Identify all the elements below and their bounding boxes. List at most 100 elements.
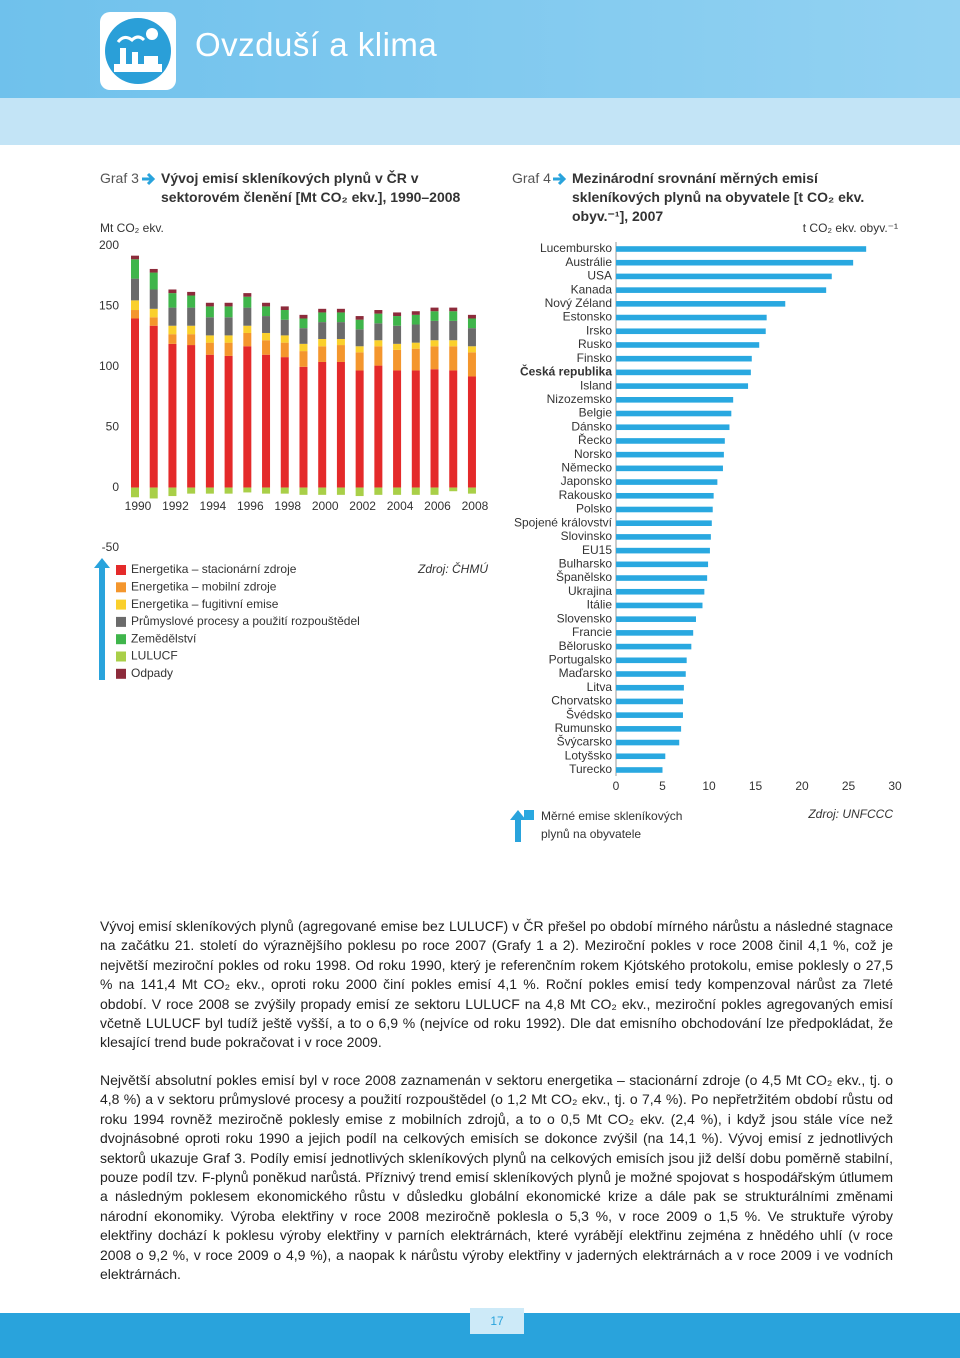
category-label: Slovensko bbox=[557, 611, 613, 625]
bar bbox=[616, 424, 730, 431]
bar-segment bbox=[280, 319, 289, 336]
category-label: Maďarsko bbox=[559, 666, 613, 680]
bar-segment bbox=[449, 340, 458, 347]
category-label: Rakousko bbox=[559, 488, 613, 502]
x-axis-label: t CO₂ ekv. obyv.⁻¹ bbox=[803, 221, 898, 235]
bar bbox=[616, 630, 694, 636]
category-label: Slovinsko bbox=[561, 529, 613, 543]
bar-segment bbox=[149, 268, 158, 273]
bar-segment bbox=[336, 487, 345, 495]
bar-segment bbox=[224, 317, 233, 336]
bar bbox=[616, 684, 684, 691]
category-label: Ukrajina bbox=[568, 584, 612, 598]
bar-segment bbox=[336, 312, 345, 323]
bar-segment bbox=[449, 307, 458, 312]
x-tick-label: 2002 bbox=[349, 499, 376, 513]
bar-segment bbox=[149, 289, 158, 309]
x-tick-label: 30 bbox=[888, 779, 902, 793]
bar bbox=[616, 561, 709, 568]
bar-segment bbox=[318, 312, 327, 323]
bar bbox=[616, 246, 867, 252]
category-label: Litva bbox=[587, 680, 613, 694]
bar-segment bbox=[355, 370, 364, 488]
category-label: Německo bbox=[561, 461, 612, 475]
bar-segment bbox=[299, 351, 308, 367]
x-tick-label: 1994 bbox=[200, 499, 227, 513]
category-label: Lotyšsko bbox=[565, 748, 613, 762]
x-tick-label: 1990 bbox=[125, 499, 152, 513]
legend-swatch bbox=[116, 565, 126, 575]
bar bbox=[616, 465, 723, 472]
bar-segment bbox=[430, 346, 439, 370]
category-label: Lucembursko bbox=[540, 241, 612, 255]
section-icon bbox=[100, 12, 176, 90]
bar bbox=[616, 506, 713, 513]
bar-segment bbox=[430, 369, 439, 488]
bar-segment bbox=[299, 343, 308, 352]
bar-segment bbox=[467, 314, 476, 319]
bar-segment bbox=[449, 346, 458, 371]
legend-label: Energetika – stacionární zdroje bbox=[131, 562, 297, 576]
source: Zdroj: UNFCCC bbox=[807, 807, 893, 821]
bar-segment bbox=[336, 345, 345, 362]
bar-segment bbox=[318, 339, 327, 347]
graph-title: Mezinárodní srovnání měrných emisí sklen… bbox=[572, 170, 865, 224]
legend-label: Měrné emise skleníkových plynů na obyvat… bbox=[541, 809, 683, 841]
bar-segment bbox=[318, 346, 327, 362]
bar-segment bbox=[187, 487, 196, 494]
bar-segment bbox=[243, 296, 252, 308]
legend-label: Průmyslové procesy a použití rozpouštěde… bbox=[131, 614, 360, 628]
bar-segment bbox=[467, 352, 476, 377]
bar-segment bbox=[430, 340, 439, 347]
bar bbox=[616, 397, 734, 403]
y-axis-label: Mt CO₂ ekv. bbox=[100, 221, 164, 235]
bar-segment bbox=[224, 335, 233, 343]
legend-label: Odpady bbox=[131, 666, 173, 680]
bar bbox=[616, 355, 752, 362]
page-number: 17 bbox=[470, 1308, 524, 1334]
bar-segment bbox=[168, 307, 177, 326]
bar-segment bbox=[393, 343, 402, 350]
legend-swatch bbox=[524, 810, 534, 820]
graph-label: Graf 4 bbox=[512, 170, 551, 186]
bar-segment bbox=[168, 293, 177, 308]
legend-marker-arrow bbox=[510, 810, 526, 842]
legend-swatch bbox=[116, 616, 126, 627]
category-label: Rusko bbox=[578, 337, 612, 351]
bar-segment bbox=[355, 316, 364, 320]
bar-segment bbox=[299, 328, 308, 344]
x-tick-label: 20 bbox=[795, 779, 809, 793]
bar bbox=[616, 301, 786, 307]
bar-segment bbox=[449, 320, 458, 341]
x-tick-label: 15 bbox=[749, 779, 763, 793]
x-tick-label: 1992 bbox=[162, 499, 189, 513]
category-label: Chorvatsko bbox=[551, 694, 612, 708]
bar-segment bbox=[131, 487, 139, 498]
bar-segment bbox=[262, 354, 271, 488]
bar-segment bbox=[449, 370, 458, 488]
bar-segment bbox=[430, 487, 439, 495]
bar-segment bbox=[374, 310, 383, 314]
category-label: Nizozemsko bbox=[547, 392, 613, 406]
category-label: Česká republika bbox=[520, 364, 612, 379]
legend-swatch bbox=[116, 651, 126, 662]
bar bbox=[616, 438, 725, 444]
bar-segment bbox=[411, 348, 420, 371]
legend-label: LULUCF bbox=[131, 649, 178, 663]
bar-segment bbox=[374, 313, 383, 324]
x-tick-label: 1996 bbox=[237, 499, 264, 513]
category-label: Švýcarsko bbox=[557, 734, 613, 749]
x-tick-label: 2000 bbox=[312, 499, 339, 513]
bar bbox=[616, 712, 683, 718]
bar-segment bbox=[149, 308, 158, 318]
bar-segment bbox=[411, 324, 420, 343]
bar bbox=[616, 616, 696, 622]
bar-segment bbox=[205, 302, 214, 307]
legend-marker-arrow bbox=[94, 558, 110, 680]
bar-segment bbox=[393, 312, 402, 317]
bar-segment bbox=[149, 272, 158, 290]
bar-segment bbox=[449, 487, 458, 492]
bar-segment bbox=[224, 355, 233, 488]
legend-label: Energetika – mobilní zdroje bbox=[131, 579, 277, 593]
bar-segment bbox=[318, 308, 327, 313]
